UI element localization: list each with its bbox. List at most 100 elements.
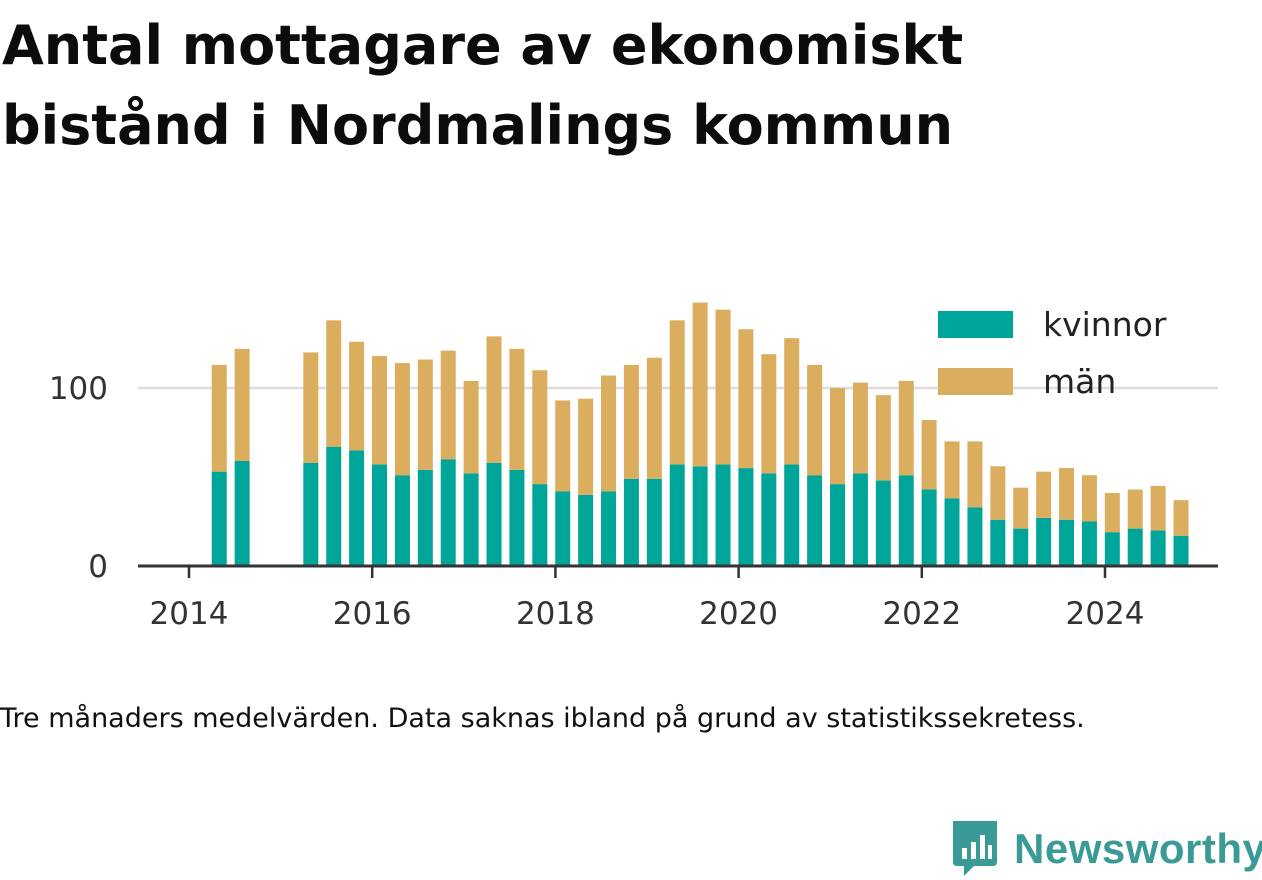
x-tick-label: 2022	[882, 596, 961, 632]
bar-man	[463, 380, 479, 474]
x-tick-label: 2024	[1066, 596, 1145, 632]
bar-kvinnor	[738, 468, 754, 566]
bar-kvinnor	[852, 473, 868, 566]
bar-man	[761, 354, 777, 474]
bar-kvinnor	[669, 464, 685, 566]
bar-man	[784, 338, 800, 465]
bar-kvinnor	[830, 484, 846, 566]
bar-kvinnor	[578, 494, 594, 566]
legend-swatch	[938, 368, 1013, 395]
bar-man	[830, 388, 846, 485]
bar-kvinnor	[1173, 535, 1189, 566]
bar-kvinnor	[486, 462, 502, 566]
bar-man	[646, 357, 662, 479]
bar-man	[211, 364, 227, 472]
legend-label: män	[1043, 362, 1116, 401]
bar-man	[1173, 500, 1189, 536]
bar-man	[349, 341, 365, 451]
bar-man	[417, 359, 433, 470]
x-tick-label: 2016	[333, 596, 412, 632]
bar-man	[578, 398, 594, 495]
bar-man	[509, 348, 525, 470]
bar-man	[555, 400, 571, 492]
bar-kvinnor	[898, 475, 914, 566]
bar-man	[921, 420, 937, 490]
bar-man	[875, 395, 891, 481]
legend-label: kvinnor	[1043, 305, 1167, 344]
bar-man	[852, 382, 868, 474]
bar-kvinnor	[967, 507, 983, 566]
bar-man	[967, 441, 983, 508]
chart-title: Antal mottagare av ekonomiskt bistånd i …	[2, 14, 964, 157]
bar-man	[486, 336, 502, 463]
bar-man	[623, 364, 639, 479]
bar-man	[1104, 493, 1120, 533]
bar-kvinnor	[646, 478, 662, 566]
x-tick-label: 2018	[516, 596, 595, 632]
bar-man	[738, 329, 754, 469]
bar-kvinnor	[463, 473, 479, 566]
chart-caption: Tre månaders medelvärden. Data saknas ib…	[0, 703, 1085, 734]
bar-kvinnor	[440, 459, 456, 566]
bar-kvinnor	[921, 489, 937, 566]
bar-kvinnor	[326, 446, 342, 566]
legend-swatch	[938, 311, 1013, 338]
bar-kvinnor	[1059, 519, 1075, 566]
bar-man	[898, 380, 914, 476]
bar-kvinnor	[807, 475, 823, 566]
bar-man	[440, 350, 456, 460]
bar-kvinnor	[349, 450, 365, 566]
bar-man	[394, 363, 410, 476]
x-tick-label: 2020	[699, 596, 778, 632]
bar-kvinnor	[692, 466, 708, 566]
bar-man	[1013, 487, 1029, 529]
bar-man	[234, 348, 250, 461]
bar-kvinnor	[303, 462, 319, 566]
bar-man	[1127, 489, 1143, 529]
bar-kvinnor	[509, 469, 525, 566]
bar-kvinnor	[1081, 521, 1097, 566]
stacked-bar-chart: 2014 2016 2018 2020 2022 2024 0 100 kvinnor män	[49, 302, 1218, 632]
bar-man	[990, 466, 1006, 520]
bar-kvinnor	[1104, 532, 1120, 566]
bar-man	[1059, 468, 1075, 520]
bar-kvinnor	[1013, 528, 1029, 566]
bar-kvinnor	[761, 473, 777, 566]
bar-kvinnor	[1036, 517, 1052, 566]
bar-kvinnor	[555, 491, 571, 566]
bar-man	[944, 441, 960, 499]
bar-kvinnor	[211, 471, 227, 566]
bar-man	[303, 352, 319, 463]
bar-kvinnor	[990, 519, 1006, 566]
x-tick-label: 2014	[150, 596, 229, 632]
bar-man	[692, 302, 708, 467]
bar-kvinnor	[234, 460, 250, 566]
bar-man	[326, 320, 342, 447]
bar-man	[1036, 471, 1052, 518]
bar-kvinnor	[715, 464, 731, 566]
bar-man	[1081, 475, 1097, 522]
bar-kvinnor	[532, 484, 548, 566]
y-tick-label: 0	[88, 549, 108, 585]
bar-man	[601, 375, 617, 492]
bar-kvinnor	[1150, 530, 1166, 566]
bar-chart-badge-icon	[953, 821, 997, 876]
bar-kvinnor	[944, 498, 960, 566]
brand-name: Newsworthy	[1014, 825, 1262, 872]
bar-kvinnor	[372, 464, 388, 566]
bar-man	[669, 320, 685, 465]
bar-man	[715, 309, 731, 465]
y-tick-label: 100	[49, 371, 108, 407]
bar-man	[807, 364, 823, 476]
bar-kvinnor	[875, 480, 891, 566]
bar-man	[372, 355, 388, 465]
bar-kvinnor	[784, 464, 800, 566]
bar-kvinnor	[1127, 528, 1143, 566]
bar-kvinnor	[417, 469, 433, 566]
bar-man	[532, 370, 548, 485]
bar-kvinnor	[623, 478, 639, 566]
bar-kvinnor	[394, 475, 410, 566]
brand-logo: Newsworthy	[950, 818, 1262, 880]
bar-kvinnor	[601, 491, 617, 566]
bar-man	[1150, 485, 1166, 531]
